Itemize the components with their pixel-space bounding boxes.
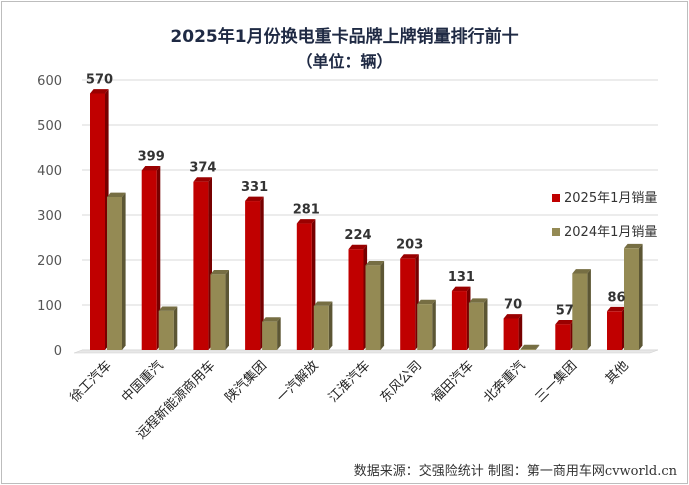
bar-2024 (313, 305, 329, 350)
bar-2024-side (483, 298, 488, 350)
bar-2024 (572, 273, 588, 350)
bar-2024-side (535, 344, 540, 350)
bar-2025 (141, 170, 157, 350)
bar-2024-side (587, 269, 591, 350)
bar-2024 (262, 321, 278, 350)
y-tick-label: 400 (37, 164, 62, 179)
bar-2024 (624, 248, 639, 350)
category-label: 福田汽车 (429, 358, 477, 406)
bar-2024-side (173, 306, 178, 350)
bar-2025-top (141, 166, 161, 171)
data-label: 70 (504, 298, 522, 313)
y-tick-label: 100 (37, 299, 62, 314)
y-tick-label: 500 (37, 119, 62, 134)
bar-2025 (607, 311, 622, 350)
bar-2025-top (296, 219, 316, 224)
data-label: 281 (293, 203, 320, 218)
legend-label: 2024年1月销量 (564, 225, 657, 240)
category-label: 其他 (603, 358, 632, 387)
bar-2025-top (245, 196, 264, 202)
bar-2024-top (520, 344, 540, 350)
y-tick-label: 200 (37, 254, 62, 269)
data-label: 86 (607, 290, 625, 305)
bar-2024-side (122, 192, 126, 350)
bar-2025 (245, 201, 261, 350)
bar-2025-top (503, 314, 523, 319)
data-label: 203 (396, 238, 423, 253)
y-tick-label: 300 (37, 209, 62, 224)
bar-2024-top (572, 269, 591, 274)
bar-2025 (503, 318, 519, 350)
chart-floor (73, 349, 659, 354)
bar-2024-top (365, 261, 385, 266)
data-label: 399 (138, 149, 165, 164)
bar-2025-side (156, 166, 161, 350)
bar-2024-top (210, 270, 229, 275)
data-label: 131 (448, 270, 475, 285)
bar-2025-top (607, 306, 626, 312)
bar-2024-side (277, 317, 281, 350)
data-label: 374 (189, 161, 216, 176)
category-label: 北奔重汽 (480, 358, 528, 406)
category-label: 徐工汽车 (67, 358, 115, 406)
bar-2024 (468, 302, 484, 350)
chart-subtitle: （单位：辆） (296, 52, 393, 71)
bar-2025-top (451, 286, 471, 292)
bar-2024-top (107, 192, 126, 197)
bar-2024-top (417, 299, 436, 305)
chart-title: 2025年1月份换电重卡品牌上牌销量排行前十 (170, 27, 519, 47)
data-source-footer: 数据来源：交强险统计 制图：第一商用车网cvworld.cn (353, 464, 677, 479)
bar-2025 (348, 249, 364, 350)
bar-2024-top (468, 298, 488, 303)
data-label: 331 (241, 180, 268, 195)
bar-2025 (90, 93, 105, 350)
bar-2024 (520, 349, 536, 350)
legend-label: 2025年1月销量 (564, 191, 657, 206)
legend-swatch (552, 228, 560, 236)
bar-2024 (365, 265, 381, 350)
bar-2025 (451, 291, 467, 350)
bar-2025-side (260, 196, 264, 350)
bar-2024-side (328, 301, 333, 350)
bar-2025-top (400, 254, 419, 259)
bar-2024 (210, 274, 226, 350)
category-label: 江淮汽车 (325, 358, 373, 406)
y-tick-label: 0 (54, 344, 62, 359)
bar-2024 (107, 197, 122, 350)
bar-2024-side (639, 243, 643, 350)
data-label: 224 (344, 228, 371, 243)
category-label: 中国重汽 (118, 358, 166, 406)
bar-2025 (193, 181, 209, 350)
bar-2024 (158, 310, 174, 350)
bar-2025 (296, 223, 312, 350)
bar-2025 (400, 258, 416, 350)
bar-2025-top (348, 244, 368, 250)
bar-2024-top (262, 317, 281, 322)
bar-2024-top (624, 243, 643, 249)
category-label: 东风公司 (378, 358, 425, 405)
bar-2024-top (313, 301, 333, 306)
bar-2024 (417, 304, 433, 350)
bar-2024-side (432, 299, 436, 350)
bar-2024-side (225, 270, 229, 350)
bar-2024-side (380, 261, 385, 350)
bar-2024-top (158, 306, 178, 311)
category-label: 一汽解放 (274, 358, 321, 405)
bar-2025 (555, 324, 571, 350)
data-label: 570 (86, 73, 113, 88)
bar-2025-side (518, 314, 523, 350)
legend-swatch (552, 194, 560, 202)
bar-2025-top (555, 319, 574, 325)
y-tick-label: 600 (37, 74, 62, 89)
bar-2025-top (193, 177, 212, 182)
category-label: 三一集团 (532, 358, 580, 406)
bar-2025-top (90, 89, 109, 94)
data-label: 57 (556, 303, 574, 318)
category-label: 陕汽集团 (222, 358, 270, 406)
